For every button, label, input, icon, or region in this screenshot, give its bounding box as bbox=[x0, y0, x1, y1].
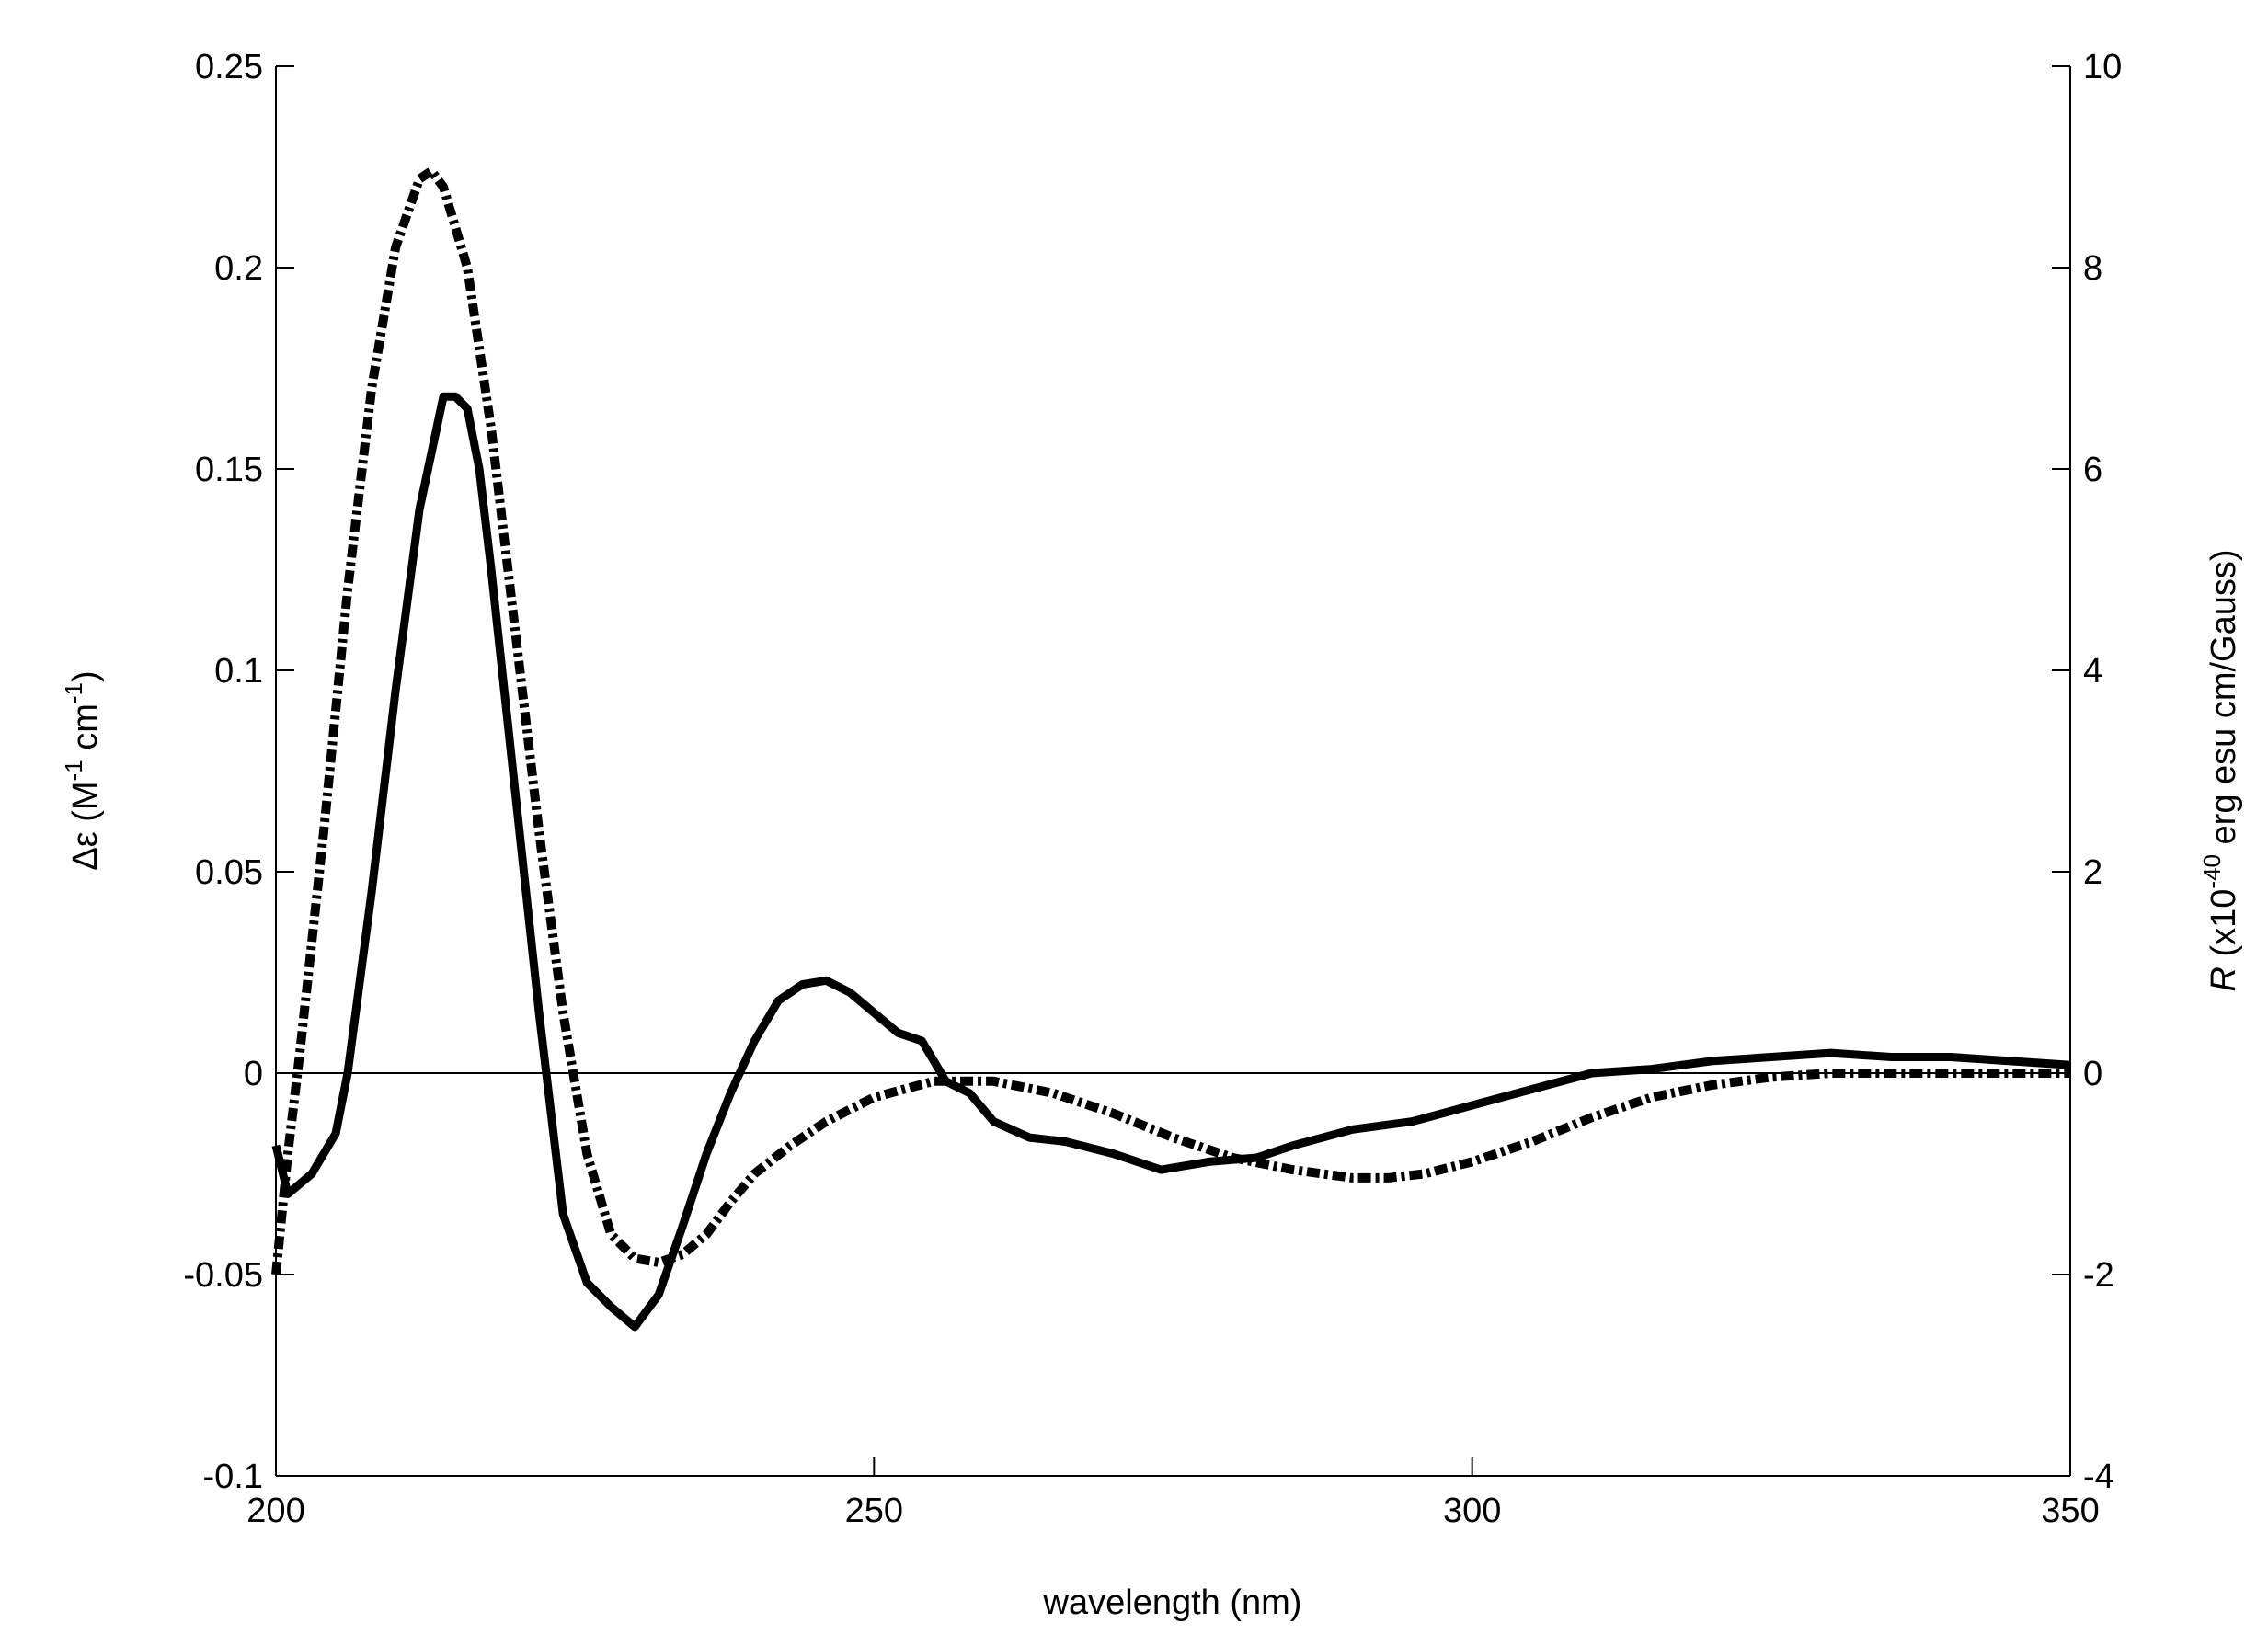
left-y-title-sup1: -1 bbox=[60, 760, 87, 781]
right-y-title-italic: R bbox=[2205, 966, 2243, 991]
left-tick-label: 0.05 bbox=[195, 853, 263, 892]
right-y-title-prefix: (x10 bbox=[2205, 889, 2243, 966]
x-tick-label: 350 bbox=[2041, 1492, 2099, 1530]
left-tick-label: -0.05 bbox=[183, 1256, 263, 1295]
right-tick-label: 2 bbox=[2083, 853, 2102, 892]
right-tick-label: 0 bbox=[2083, 1055, 2102, 1093]
right-tick-label: 10 bbox=[2083, 48, 2122, 86]
right-tick-label: 4 bbox=[2083, 652, 2102, 691]
right-y-title-sup: -40 bbox=[2198, 854, 2226, 889]
right-tick-label: -4 bbox=[2083, 1457, 2114, 1496]
x-axis-ticks: 200 250 300 350 bbox=[246, 1457, 2100, 1530]
left-tick-label: 0.15 bbox=[195, 451, 263, 489]
x-axis-title: wavelength (nm) bbox=[1043, 1583, 1302, 1622]
left-y-title-suffix: ) bbox=[66, 670, 105, 682]
series-line-calculated bbox=[271, 166, 2070, 1275]
right-y-axis-title: R (x10-40 erg esu cm/Gauss) bbox=[2198, 549, 2243, 991]
series-line-experimental bbox=[271, 392, 2071, 1332]
right-tick-label: 8 bbox=[2083, 249, 2102, 288]
x-tick-label: 200 bbox=[246, 1492, 304, 1530]
left-tick-label: 0.1 bbox=[214, 652, 263, 691]
left-y-title-mid: cm bbox=[66, 703, 105, 760]
x-tick-label: 300 bbox=[1443, 1492, 1501, 1530]
left-axis-ticks: -0.1 -0.05 0 0.05 0.1 0.15 0.2 0.25 bbox=[183, 48, 294, 1496]
left-y-title-sup2: -1 bbox=[60, 682, 87, 703]
right-y-title-suffix: erg esu cm/Gauss) bbox=[2205, 549, 2243, 854]
left-tick-label: -0.1 bbox=[203, 1457, 263, 1496]
left-tick-label: 0.2 bbox=[214, 249, 263, 288]
right-axis-ticks: -4 -2 0 2 4 6 8 10 bbox=[2052, 48, 2122, 1496]
left-tick-label: 0 bbox=[244, 1055, 263, 1093]
series-layer bbox=[271, 166, 2071, 1332]
right-tick-label: 6 bbox=[2083, 451, 2102, 489]
right-tick-label: -2 bbox=[2083, 1256, 2114, 1295]
left-y-axis-title: Δε (M-1 cm-1) bbox=[60, 670, 105, 870]
left-tick-label: 0.25 bbox=[195, 48, 263, 86]
left-y-title-prefix: Δε (M bbox=[66, 781, 105, 870]
x-tick-label: 250 bbox=[845, 1492, 903, 1530]
